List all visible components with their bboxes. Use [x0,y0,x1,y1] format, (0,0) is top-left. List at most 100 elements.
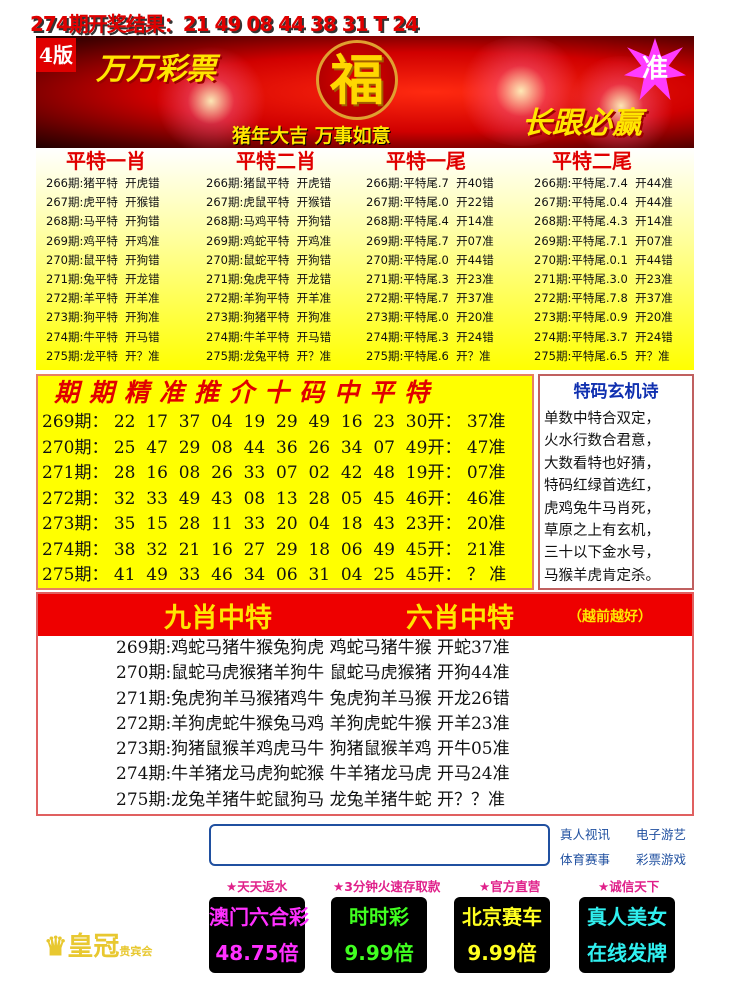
table-row: 271期:兔虎平特 开龙错 [206,271,332,286]
ten-code-panel: 期期精准推介十码中平特 269期： 22 17 37 04 19 29 49 1… [36,374,534,590]
poem-title: 特码玄机诗 [573,382,659,402]
table-row: 273期:狗平特 开狗准 [46,310,160,325]
prediction-tables: 平特一肖 266期:猪平特 开虎错 267期:虎平特 开猴错 268期:马平特 开狗错… [36,148,694,370]
poem-line: 特码红绿首选红， [544,478,660,495]
ten-code-row: 274期： 38 32 21 16 27 29 18 06 49 45开： 21… [42,539,506,560]
table-row: 270期:平特尾.0.1 开44错 [534,252,673,267]
ten-code-row: 275期： 41 49 33 46 34 06 31 04 25 45开： ？ … [42,565,507,585]
promo-card-subtitle: 9.99倍 [467,941,537,965]
prediction-table-1: 平特一肖 266期:猪平特 开虎错 267期:虎平特 开猴错 268期:马平特 开狗错… [46,148,160,366]
crown-logo-subtext: 贵宾会 [119,945,153,958]
ad-input-box[interactable] [209,824,550,866]
promo-card[interactable]: 澳门六合彩 48.75倍 [209,897,309,973]
zodiac-note: （越前越好） [568,609,652,625]
promo-card-title: 真人美女 [587,905,667,929]
table-row: 274期:平特尾.3 开24错 [366,329,494,344]
crown-logo-text: 皇冠 [67,932,120,962]
table-row: 271期:平特尾.3.0 开23准 [534,271,673,286]
zodiac-rows: 269期:鸡蛇马猪牛猴兔狗虎 鸡蛇马猪牛猴 开蛇37准 270期:鼠蛇马虎猴猪羊狗… [38,636,692,813]
firework-decoration [156,46,266,148]
table-row: 272期:羊平特 开羊准 [46,291,160,306]
poem-lines: 单数中特合双定， 火水行数合君意， 大数看特也好猜， 特码红绿首选红， 虎鸡兔牛马肖死，… [540,408,692,587]
table-row: 274期:牛平特 开马错 [46,329,160,344]
table-row: 267期:平特尾.0.4 开44准 [534,195,673,210]
promo-card-title: 时时彩 [349,905,409,929]
banner: 4版 万万彩票 福 猪年大吉 万事如意 长跟必赢 准 [36,36,694,148]
poem-line: 大数看特也好猜， [544,455,660,472]
ten-code-row: 272期： 32 33 49 43 08 13 28 05 45 46开： 46… [42,488,506,509]
table-row: 271期:兔平特 开龙错 [46,271,160,286]
table-row: 268期:马鸡平特 开狗错 [206,214,332,229]
zodiac-row: 272期:羊狗虎蛇牛猴兔马鸡 羊狗虎蛇牛猴 开羊23准 [116,713,510,734]
table-row: 266期:平特尾.7.4 开44准 [534,176,673,190]
zodiac-panel: 九肖中特 六肖中特 （越前越好） 269期:鸡蛇马猪牛猴兔狗虎 鸡蛇马猪牛猴 开… [36,592,694,816]
zodiac-row: 270期:鼠蛇马虎猴猪羊狗牛 鼠蛇马虎猴猪 开狗44准 [116,663,510,684]
table-row: 275期:龙平特 开？准 [46,348,160,363]
table-row: 274期:牛羊平特 开马错 [206,329,332,344]
zodiac-row: 274期:牛羊猪龙马虎狗蛇猴 牛羊猪龙马虎 开马24准 [116,764,510,785]
table-row: 275期:平特尾.6.5 开？准 [534,348,670,363]
table-row: 273期:平特尾.0.9 开20准 [534,310,673,325]
nine-zodiac-title: 九肖中特 [164,603,272,634]
table-row: 269期:平特尾.7.1 开07准 [534,233,673,248]
poem-line: 马猴羊虎肯定杀。 [544,567,660,584]
ten-code-row: 269期： 22 17 37 04 19 29 49 16 23 30开： 37… [42,412,506,432]
promo-card-title: 北京赛车 [462,905,542,929]
edition-badge: 4版 [36,38,76,72]
promo-card-subtitle: 在线发牌 [587,941,667,965]
table-row: 267期:虎鼠平特 开猴错 [206,195,332,210]
table-row: 268期:平特尾.4.3 开14准 [534,214,673,229]
table-row: 270期:鼠平特 开狗错 [46,252,160,267]
table-row: 270期:鼠蛇平特 开狗错 [206,252,332,267]
link-live-video[interactable]: 真人视讯 [560,827,611,842]
crown-icon: ♛ [44,932,68,962]
poem-line: 虎鸡兔牛马肖死， [544,500,660,517]
promo-card[interactable]: 时时彩 9.99倍 [331,897,427,973]
table-row: 267期:平特尾.0 开22错 [366,195,494,210]
promo-card-title: 澳门六合彩 [209,905,309,929]
promo-card[interactable]: 真人美女 在线发牌 [579,897,675,973]
zodiac-row: 275期:龙兔羊猪牛蛇鼠狗马 龙兔羊猪牛蛇 开？？准 [116,789,505,810]
table-row: 270期:平特尾.0 开44错 [366,252,494,267]
prediction-table-2: 平特二肖 266期:猪鼠平特 开虎错 267期:虎鼠平特 开猴错 268期:马鸡平特 … [206,148,331,366]
tag-official: ★官方直营 [479,879,541,894]
link-sports[interactable]: 体育赛事 [560,852,611,867]
promo-card-subtitle: 9.99倍 [344,941,414,965]
table-row: 268期:马平特 开狗错 [46,214,160,229]
table-row: 268期:平特尾.4 开14准 [366,214,494,229]
brand-logo: 万万彩票 [96,52,216,87]
table-row: 273期:平特尾.0 开20准 [366,310,494,325]
table-row: 266期:平特尾.7 开40错 [366,176,494,190]
fu-emblem: 福 [316,40,398,120]
table-row: 273期:狗猪平特 开狗准 [206,310,332,325]
table-row: 267期:虎平特 开猴错 [46,195,160,210]
ten-code-row: 273期： 35 15 28 11 33 20 04 18 43 23开： 20… [42,514,506,534]
banner-slogan-right: 长跟必赢 [522,106,642,141]
table-title: 平特一肖 [66,149,146,173]
promo-card-subtitle: 48.75倍 [215,941,299,965]
draw-result-title: 274期开奖结果：21 49 08 44 38 31 T 24 [30,12,419,36]
table-row: 266期:猪平特 开虎错 [46,176,160,190]
poem-line: 草原之上有玄机， [544,522,660,539]
crown-logo: ♛皇冠贵宾会 [44,926,152,963]
prediction-table-3: 平特一尾 266期:平特尾.7 开40错 267期:平特尾.0 开22错 268期:平… [366,148,494,366]
table-row: 269期:鸡平特 开鸡准 [46,233,160,248]
poem-panel: 特码玄机诗 单数中特合双定， 火水行数合君意， 大数看特也好猜， 特码红绿首选红， 虎鸡… [538,374,694,590]
poem-line: 火水行数合君意， [544,433,660,450]
link-lottery-games[interactable]: 彩票游戏 [636,852,687,867]
link-e-games[interactable]: 电子游艺 [636,827,687,842]
zodiac-row: 273期:狗猪鼠猴羊鸡虎马牛 狗猪鼠猴羊鸡 开牛05准 [116,739,510,760]
promo-card[interactable]: 北京赛车 9.99倍 [454,897,550,973]
ten-code-rows: 269期： 22 17 37 04 19 29 49 16 23 30开： 37… [38,410,532,589]
firework-decoration [456,36,586,146]
prediction-table-4: 平特二尾 266期:平特尾.7.4 开44准 267期:平特尾.0.4 开44准 26… [534,148,673,366]
table-title: 平特二肖 [236,149,316,173]
table-row: 269期:平特尾.7 开07准 [366,233,494,248]
tag-daily-rebate: ★天天返水 [226,879,288,894]
zodiac-row: 271期:兔虎狗羊马猴猪鸡牛 兔虎狗羊马猴 开龙26错 [116,688,510,709]
table-title: 平特二尾 [552,149,632,173]
poem-line: 三十以下金水号， [544,545,660,562]
zodiac-row: 269期:鸡蛇马猪牛猴兔狗虎 鸡蛇马猪牛猴 开蛇37准 [116,638,510,658]
banner-slogan: 猪年大吉 万事如意 [232,125,391,147]
six-zodiac-title: 六肖中特 [406,603,514,634]
